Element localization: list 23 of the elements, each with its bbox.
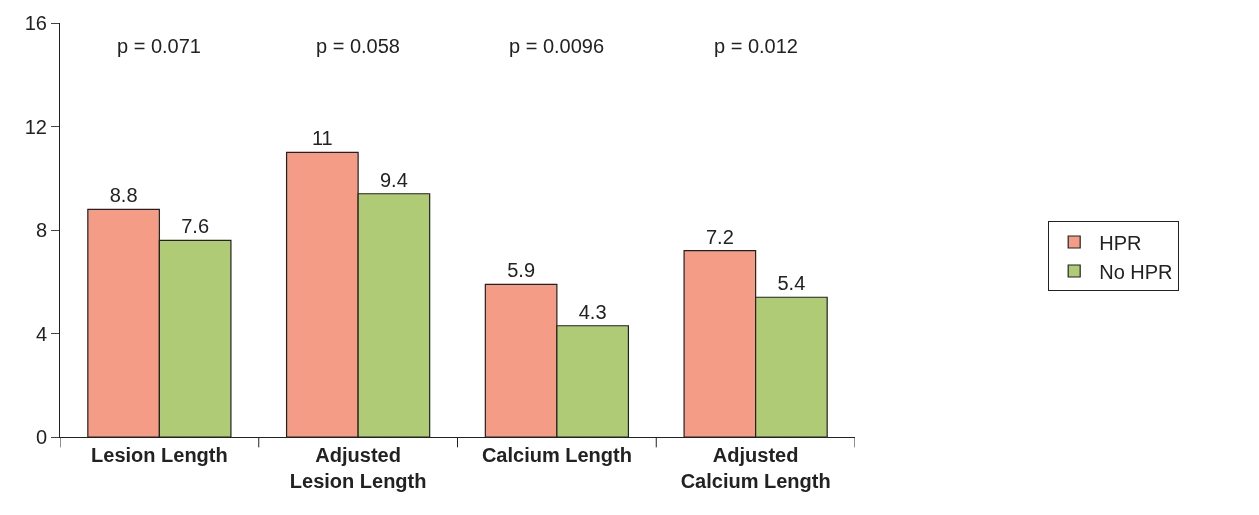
data-label: 5.4 <box>777 272 806 295</box>
data-label: 4.3 <box>578 300 607 323</box>
data-label: 9.4 <box>379 168 408 191</box>
x-tick-label: Calcium Length <box>481 444 632 466</box>
x-tick-label: Adjusted Calcium Length <box>680 444 831 492</box>
legend-label: HPR <box>1099 231 1142 254</box>
annotation: p = 0.071 <box>117 35 201 57</box>
y-tick-label: 12 <box>24 115 47 138</box>
y-tick-label: 8 <box>35 219 47 241</box>
x-tick-label: Lesion Length <box>91 444 228 466</box>
legend-label: No HPR <box>1099 260 1173 283</box>
y-tick-label: 4 <box>35 322 47 345</box>
data-label: 5.9 <box>507 259 536 282</box>
y-tick-label: 16 <box>24 12 47 34</box>
data-label: 7.2 <box>705 225 734 248</box>
x-tick-label: Adjusted Lesion Length <box>289 444 427 492</box>
data-label: 8.8 <box>109 184 138 207</box>
data-label: 7.6 <box>181 215 210 238</box>
annotation: p = 0.012 <box>714 35 798 57</box>
annotation: p = 0.058 <box>316 35 400 57</box>
y-tick-label: 0 <box>35 426 47 448</box>
data-label: 11 <box>311 127 333 150</box>
annotation: p = 0.0096 <box>509 35 605 57</box>
